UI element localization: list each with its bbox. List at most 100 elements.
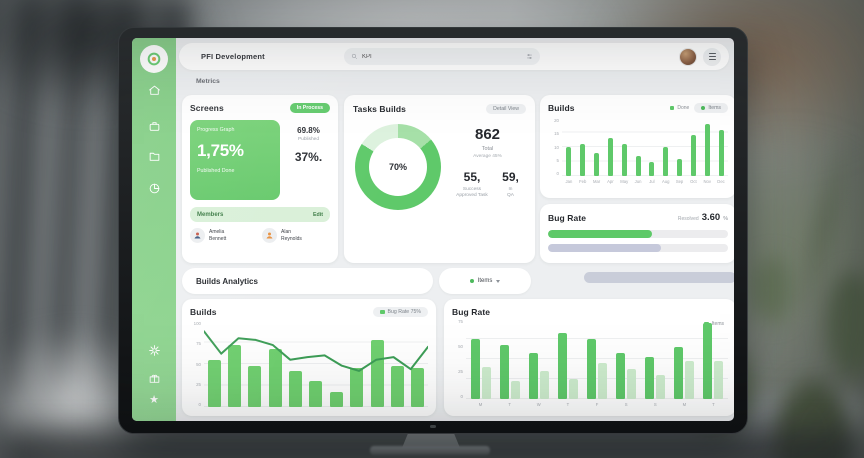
success-count: 55, [463, 170, 481, 184]
published-percent: 69.8% [297, 126, 320, 135]
bar [663, 147, 669, 176]
builds-card: Builds Done Items 20 15 10 5 0 Jan Feb Mar Apr Ma… [540, 95, 734, 198]
bar-group [555, 319, 580, 399]
x-tick: S [624, 402, 628, 407]
screens-card-title: Screens [190, 103, 224, 113]
y-tick: 75 [458, 319, 463, 324]
scroll-pill[interactable] [584, 272, 734, 283]
in-process-badge[interactable]: In Process [289, 103, 330, 113]
bar [645, 357, 655, 399]
legend-square-icon [669, 105, 675, 111]
sidebar-folder-icon[interactable] [147, 149, 161, 163]
progress-track [548, 229, 728, 238]
app-title: PFI Development [201, 52, 265, 61]
builds-analytics-title: Builds Analytics [196, 276, 258, 286]
y-tick: 0 [460, 394, 463, 399]
bug-rate-unit: % [723, 216, 728, 222]
member-item[interactable]: Amelia Bennett [190, 228, 258, 243]
progress-track [548, 244, 728, 252]
bar [656, 375, 666, 399]
x-tick: Jun [634, 179, 642, 184]
sidebar-gift-icon[interactable] [147, 371, 161, 385]
menu-button[interactable] [703, 47, 721, 66]
builds-legend: Done [669, 105, 689, 111]
x-tick: T [566, 402, 570, 407]
members-edit-button[interactable]: Edit [312, 211, 323, 218]
bar [207, 359, 221, 407]
y-tick: 50 [196, 361, 201, 367]
sidebar-home-icon[interactable] [147, 83, 161, 97]
detail-view-badge[interactable]: Detail View [486, 104, 526, 114]
builds-bar-chart: 20 15 10 5 0 Jan Feb Mar Apr May Jun Jul Aug Sep Oct No… [548, 118, 728, 184]
bar [704, 123, 710, 176]
donut-percent: 70% [388, 162, 407, 172]
bar [690, 135, 696, 176]
builds-analytics-header: Builds Analytics [182, 268, 433, 294]
y-axis: 75 50 25 0 [452, 319, 463, 399]
resolved-label: Resolved [677, 216, 699, 222]
y-axis: 20 15 10 5 0 [548, 118, 559, 176]
bug-rate-chart-card: Bug Rate Items 75 50 25 0 M T W T F S S M T [444, 299, 734, 416]
monitor-logo-dot [430, 425, 436, 428]
bar [685, 360, 695, 399]
items-dropdown-label: Items [477, 278, 493, 284]
builds-analytics-chart-card: Builds Bug Rate 75% 100 75 50 25 0 [182, 299, 436, 416]
lavender-progress-fill [548, 244, 662, 252]
y-tick: 100 [193, 321, 201, 326]
secondary-percent: 37%. [294, 150, 323, 164]
sidebar-briefcase-icon[interactable] [147, 119, 161, 133]
bar-group [672, 319, 697, 399]
sidebar-pie-chart-icon[interactable] [147, 181, 161, 195]
bug-rate-card-title: Bug Rate [548, 212, 587, 223]
x-tick: Aug [661, 179, 670, 184]
app-logo [140, 45, 168, 73]
bottom-builds-title: Builds [190, 307, 217, 317]
x-tick: Mar [592, 179, 601, 184]
member-avatar [190, 228, 205, 243]
bar [649, 161, 655, 176]
tasks-builds-card: Tasks Builds Detail View 70% 862 Total A… [344, 95, 535, 263]
bar [528, 352, 538, 399]
bottom-bugrate-title: Bug Rate [452, 307, 491, 317]
search-bar[interactable] [344, 48, 540, 65]
plot-area [204, 321, 428, 407]
bug-rate-card: Bug Rate Resolved 3.60 % [540, 204, 734, 263]
green-progress-fill [548, 229, 653, 238]
bar [568, 379, 578, 399]
y-tick: 10 [554, 144, 559, 150]
items-dropdown[interactable]: Items [439, 268, 531, 294]
bug-rate-badge[interactable]: Bug Rate 75% [373, 307, 428, 317]
x-tick: S [653, 402, 657, 407]
bar [370, 339, 384, 407]
bar [228, 345, 242, 407]
y-tick: 5 [556, 157, 559, 163]
items-badge[interactable]: Items [694, 103, 728, 113]
y-tick: 15 [554, 131, 559, 137]
sidebar-settings-icon[interactable] [147, 343, 161, 357]
bar [714, 360, 724, 399]
green-dot-icon [469, 279, 474, 283]
plot-area [562, 118, 728, 176]
user-avatar[interactable] [679, 47, 697, 66]
y-tick: 0 [556, 171, 559, 176]
tasks-card-title: Tasks Builds [353, 104, 407, 114]
member-item[interactable]: Alan Reynolds [262, 228, 330, 243]
x-tick: T [508, 402, 511, 407]
search-input[interactable] [362, 53, 522, 60]
bug-rate-value: 3.60 [701, 212, 721, 223]
plant-branch [763, 104, 864, 346]
bar-group [497, 319, 522, 399]
x-tick: Sep [675, 179, 684, 184]
member-avatar [262, 228, 277, 243]
inqa-count: 59, [502, 170, 519, 184]
filter-icon[interactable] [526, 53, 533, 60]
published-label: Published [297, 137, 320, 142]
bar-group [614, 319, 639, 399]
bar [481, 367, 491, 399]
builds-combo-chart: 100 75 50 25 0 [190, 321, 428, 407]
y-tick: 50 [458, 344, 463, 349]
progress-panel-label: Progress Graph [197, 127, 235, 133]
sidebar-star-icon[interactable]: ★ [149, 393, 159, 406]
total-builds-label: Total [481, 146, 494, 152]
person-icon [266, 232, 273, 239]
